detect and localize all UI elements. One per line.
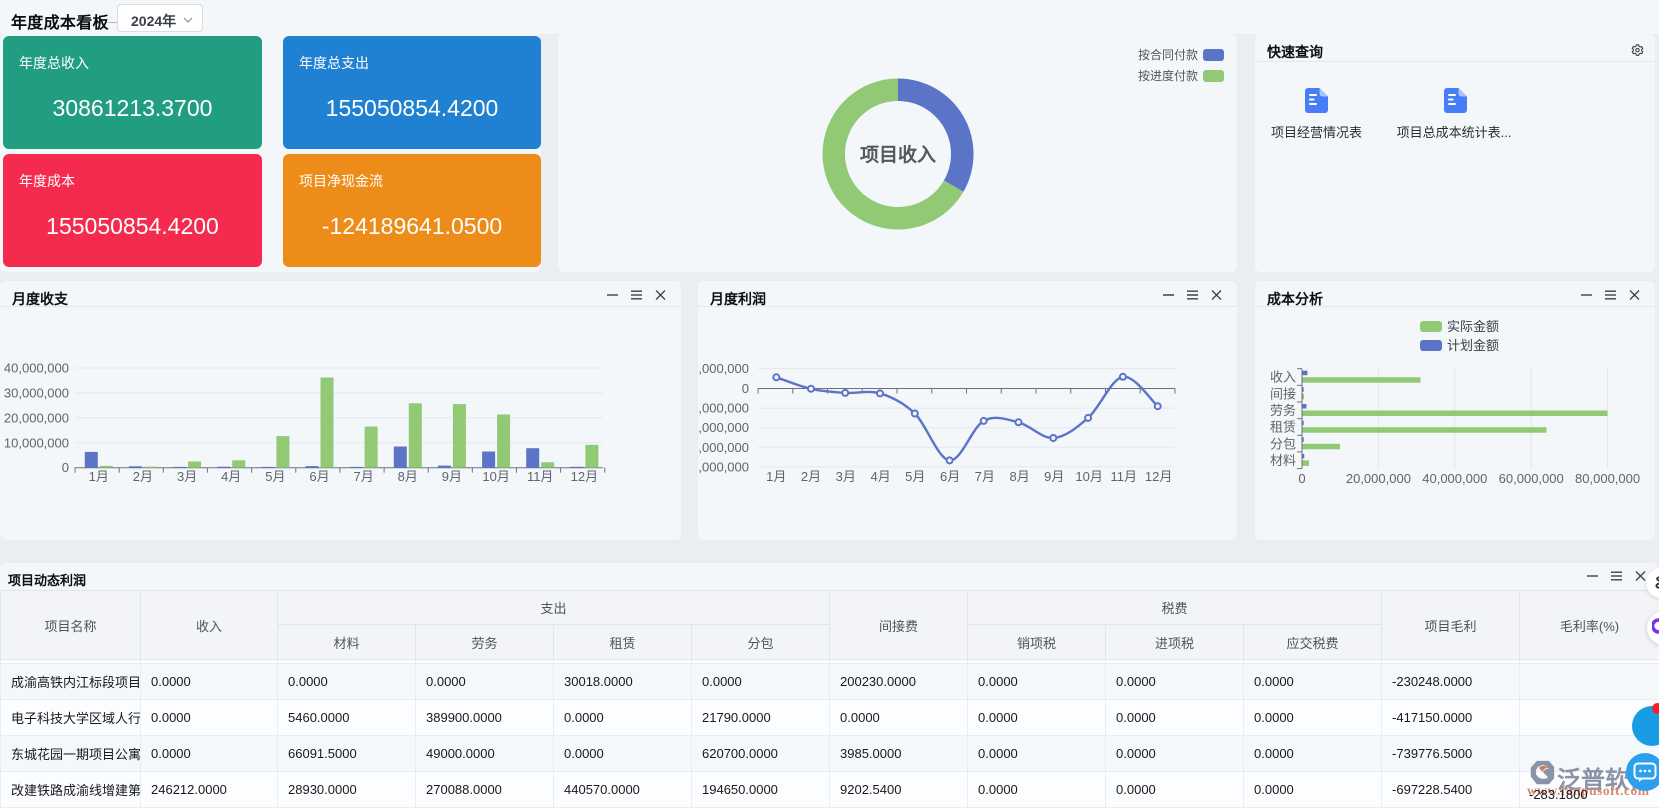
svg-text:0: 0 <box>1298 471 1305 486</box>
svg-text:2月: 2月 <box>801 469 821 484</box>
svg-text:20,000,000: 20,000,000 <box>4 410 69 425</box>
svg-text:3月: 3月 <box>177 469 197 484</box>
svg-text:收入: 收入 <box>1270 370 1296 385</box>
svg-text:30,000,000: 30,000,000 <box>4 385 69 400</box>
svg-text:按合同付款: 按合同付款 <box>1138 47 1198 62</box>
svg-text:1月: 1月 <box>89 469 109 484</box>
svg-text:60,000,000: 60,000,000 <box>1499 471 1564 486</box>
svg-text:2月: 2月 <box>133 469 153 484</box>
svg-text:-1,000,000: -1,000,000 <box>698 401 749 416</box>
svg-text:40,000,000: 40,000,000 <box>4 361 69 376</box>
svg-text:10月: 10月 <box>482 469 509 484</box>
svg-text:劳务: 劳务 <box>1270 403 1296 418</box>
svg-text:5月: 5月 <box>905 469 925 484</box>
svg-text:10,000,000: 10,000,000 <box>4 435 69 450</box>
svg-text:9月: 9月 <box>1044 469 1064 484</box>
svg-text:1月: 1月 <box>766 469 786 484</box>
svg-text:项目收入: 项目收入 <box>860 143 936 166</box>
svg-text:-4,000,000: -4,000,000 <box>698 459 749 474</box>
svg-text:8月: 8月 <box>398 469 418 484</box>
svg-text:5月: 5月 <box>265 469 285 484</box>
svg-text:7月: 7月 <box>353 469 373 484</box>
svg-text:20,000,000: 20,000,000 <box>1346 471 1411 486</box>
svg-text:3月: 3月 <box>836 469 856 484</box>
svg-text:租赁: 租赁 <box>1270 420 1296 435</box>
svg-text:10月: 10月 <box>1075 469 1102 484</box>
svg-text:0: 0 <box>742 381 749 396</box>
svg-text:-2,000,000: -2,000,000 <box>698 420 749 435</box>
svg-text:6月: 6月 <box>309 469 329 484</box>
svg-text:80,000,000: 80,000,000 <box>1575 471 1640 486</box>
svg-text:4月: 4月 <box>870 469 890 484</box>
svg-text:11月: 11月 <box>1111 469 1138 484</box>
svg-text:-3,000,000: -3,000,000 <box>698 440 749 455</box>
svg-text:8月: 8月 <box>1009 469 1029 484</box>
svg-text:间接: 间接 <box>1270 386 1296 401</box>
svg-text:4月: 4月 <box>221 469 241 484</box>
svg-text:12月: 12月 <box>1145 469 1172 484</box>
svg-text:计划金额: 计划金额 <box>1447 338 1499 353</box>
svg-text:实际金额: 实际金额 <box>1447 319 1499 334</box>
svg-text:1,000,000: 1,000,000 <box>698 361 749 376</box>
svg-text:6月: 6月 <box>940 469 960 484</box>
svg-text:0: 0 <box>62 460 69 475</box>
svg-text:分包: 分包 <box>1270 436 1296 451</box>
svg-text:12月: 12月 <box>571 469 598 484</box>
svg-text:按进度付款: 按进度付款 <box>1138 68 1198 83</box>
svg-text:9月: 9月 <box>442 469 462 484</box>
svg-text:11月: 11月 <box>527 469 554 484</box>
svg-text:材料: 材料 <box>1270 453 1296 468</box>
svg-text:40,000,000: 40,000,000 <box>1422 471 1487 486</box>
svg-text:7月: 7月 <box>975 469 995 484</box>
